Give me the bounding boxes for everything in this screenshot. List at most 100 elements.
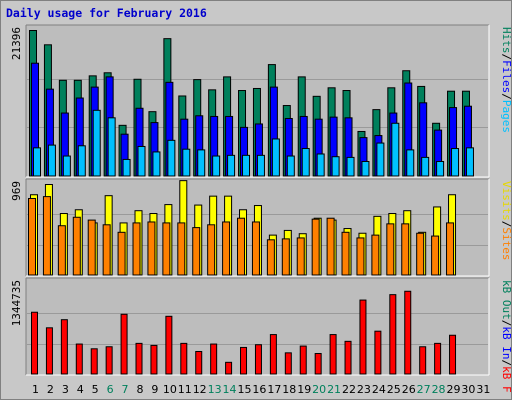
bar-kbf-day-12 [195, 350, 203, 375]
x-tick-label-day-3: 3 [62, 383, 69, 396]
bar-kbf-day-17 [269, 334, 277, 375]
bar-sites-day-1 [28, 197, 36, 276]
bar-kbf-day-20 [314, 353, 322, 375]
bar-pages-day-18 [286, 155, 295, 177]
x-tick-label-day-25: 25 [387, 383, 401, 396]
bar-kbf-day-2 [45, 327, 53, 375]
legend-part: Visits [500, 181, 512, 221]
legend-part: kB In [500, 326, 512, 359]
x-tick-label-day-23: 23 [357, 383, 371, 396]
bar-sites-day-4 [72, 216, 81, 276]
bar-pages-day-29 [451, 148, 460, 177]
bar-pages-day-14 [227, 154, 236, 177]
x-tick-label-day-24: 24 [372, 383, 386, 396]
bar-sites-day-16 [251, 221, 260, 276]
bar-kbf-day-25 [389, 294, 397, 375]
bar-sites-day-22 [341, 231, 350, 276]
x-tick-label-day-30: 30 [461, 383, 475, 396]
bar-pages-day-9 [152, 151, 161, 177]
bar-pages-day-10 [167, 139, 176, 177]
bar-sites-day-26 [401, 223, 410, 276]
bar-kbf-day-8 [135, 342, 143, 375]
x-tick-label-day-28: 28 [432, 383, 446, 396]
bar-sites-day-23 [356, 237, 365, 276]
legend-part: Hits [500, 27, 512, 54]
bar-pages-day-28 [436, 160, 445, 177]
bar-sites-day-24 [371, 234, 380, 276]
bar-pages-day-12 [197, 149, 206, 177]
legend-part: kB F [500, 366, 512, 393]
bar-pages-day-17 [271, 138, 280, 177]
x-tick-label-day-17: 17 [267, 383, 281, 396]
legend-part: kB Out [500, 280, 512, 320]
bar-kbf-day-4 [75, 343, 83, 375]
legend-part: Sites [500, 227, 512, 260]
x-tick-label-day-19: 19 [297, 383, 311, 396]
bar-sites-day-21 [326, 217, 335, 276]
x-tick-label-day-31: 31 [476, 383, 490, 396]
bar-pages-day-5 [92, 109, 101, 177]
bar-kbf-day-3 [60, 319, 68, 375]
x-tick-label-day-20: 20 [312, 383, 326, 396]
bar-pages-day-21 [331, 156, 340, 177]
bar-pages-day-6 [107, 117, 116, 177]
y-max-label: 21396 [10, 27, 23, 60]
x-tick-label-day-16: 16 [252, 383, 266, 396]
bar-kbf-day-26 [404, 290, 412, 375]
x-tick-label-day-12: 12 [193, 383, 207, 396]
bar-kbf-day-23 [359, 299, 367, 375]
legend-part: / [500, 360, 512, 367]
bar-sites-day-19 [296, 237, 305, 276]
bar-pages-day-19 [301, 148, 310, 177]
bar-kbf-day-16 [254, 344, 262, 375]
bar-sites-day-17 [266, 239, 275, 276]
bar-kbf-day-9 [150, 344, 158, 375]
x-tick-label-day-2: 2 [47, 383, 54, 396]
bar-kbf-day-13 [210, 343, 218, 375]
legend-part: / [500, 221, 512, 228]
x-tick-label-day-11: 11 [178, 383, 192, 396]
bar-kbf-day-5 [90, 348, 98, 375]
bar-pages-day-27 [421, 156, 430, 177]
bar-sites-day-28 [431, 235, 440, 276]
bar-pages-day-22 [346, 156, 355, 177]
bar-pages-day-4 [77, 145, 86, 177]
bar-kbf-day-28 [434, 342, 442, 375]
bar-sites-day-14 [222, 221, 231, 276]
bar-pages-day-20 [316, 153, 325, 177]
bar-sites-day-5 [87, 219, 96, 276]
bar-kbf-day-6 [105, 346, 113, 375]
x-tick-label-day-22: 22 [342, 383, 356, 396]
bar-pages-day-23 [361, 160, 370, 177]
x-tick-label-day-18: 18 [282, 383, 296, 396]
bar-kbf-day-24 [374, 330, 382, 375]
bar-kbf-day-22 [344, 340, 352, 375]
bar-kbf-day-19 [299, 345, 307, 375]
series-legend-label: Visits/Sites [500, 181, 512, 261]
bar-kbf-day-29 [449, 334, 457, 375]
bar-sites-day-7 [117, 231, 126, 276]
bar-kbf-day-10 [165, 315, 173, 375]
x-tick-label-day-29: 29 [447, 383, 461, 396]
bar-sites-day-20 [311, 218, 320, 276]
bar-sites-day-29 [446, 222, 455, 276]
chart-title: Daily usage for February 2016 [6, 6, 207, 20]
x-tick-label-day-15: 15 [237, 383, 251, 396]
legend-part: / [500, 54, 512, 61]
bar-pages-day-15 [242, 154, 251, 177]
legend-part: Pages [500, 100, 512, 133]
bar-sites-day-6 [102, 224, 111, 276]
bar-kbf-day-14 [225, 361, 233, 375]
x-tick-label-day-1: 1 [32, 383, 39, 396]
bar-sites-day-9 [147, 221, 156, 276]
bar-pages-day-26 [406, 149, 415, 177]
bar-kbf-day-7 [120, 313, 128, 375]
bar-pages-day-13 [212, 155, 221, 177]
legend-part: / [500, 320, 512, 327]
bar-kbf-day-21 [329, 334, 337, 375]
x-tick-label-day-9: 9 [151, 383, 158, 396]
bar-sites-day-2 [42, 196, 51, 276]
bar-pages-day-24 [376, 142, 385, 177]
bar-pages-day-3 [62, 155, 71, 177]
x-tick-label-day-8: 8 [136, 383, 143, 396]
